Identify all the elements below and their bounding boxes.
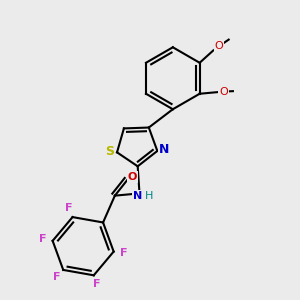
Text: O: O xyxy=(219,87,228,97)
Text: F: F xyxy=(119,248,127,258)
Text: H: H xyxy=(145,190,153,201)
Text: F: F xyxy=(93,280,101,290)
Text: F: F xyxy=(65,203,73,213)
Text: F: F xyxy=(39,234,47,244)
Text: O: O xyxy=(128,172,137,182)
Text: S: S xyxy=(105,145,114,158)
Text: O: O xyxy=(215,41,224,51)
Text: N: N xyxy=(133,190,142,201)
Text: F: F xyxy=(53,272,61,282)
Text: N: N xyxy=(159,143,169,156)
